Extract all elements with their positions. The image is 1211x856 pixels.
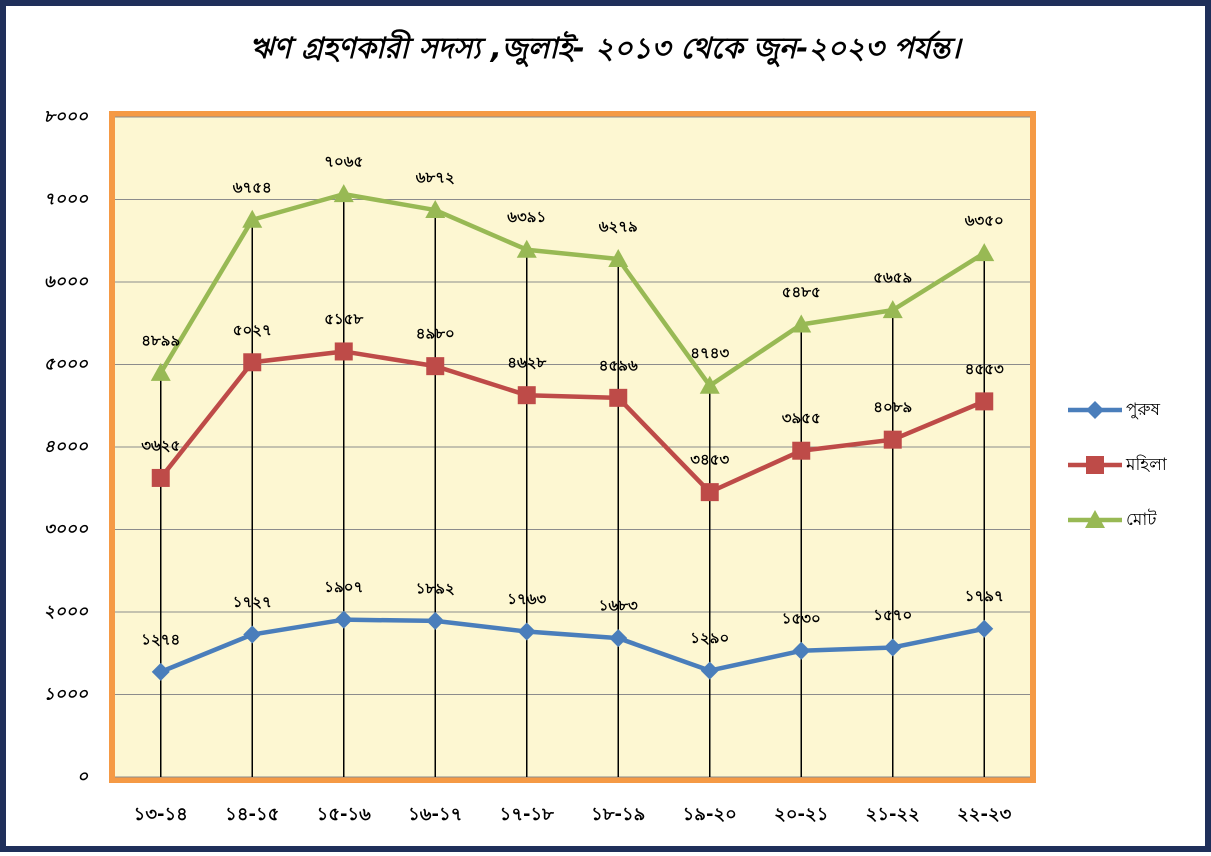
x-tick-label: ১৬-১৭ [408, 804, 462, 825]
point [882, 300, 903, 319]
data-label: ৪৫৯৬ [599, 356, 638, 374]
point [151, 468, 170, 487]
point [150, 362, 171, 381]
data-label: ১৬৮৩ [599, 597, 638, 615]
data-label: ৫৪৮৫ [782, 283, 821, 301]
x-tick-label: ১৮-১৯ [591, 804, 645, 825]
data-label: ১৭২৭ [233, 593, 272, 611]
y-tick-label: ০ [77, 767, 89, 787]
point [792, 441, 811, 460]
data-label: ৬৭৫৪ [233, 178, 272, 196]
legend-marker [1086, 401, 1104, 419]
y-tick-label: ৪০০০ [44, 437, 89, 457]
point [700, 483, 719, 502]
y-tick-label: ৩০০০ [44, 520, 89, 540]
x-tick-label: ২০-২১ [774, 804, 828, 825]
series-line [159, 617, 985, 674]
chart-title: ঋণ গ্রহণকারী সদস্য ,জুলাই- ২০১৩ থেকে জুন… [249, 29, 963, 67]
data-label: ৬৩৫০ [965, 212, 1004, 230]
data-label: ১৫৩০ [782, 609, 821, 627]
data-label: ৪৫৫৩ [965, 360, 1004, 378]
data-label: ৪৭৪৩ [690, 344, 729, 362]
point [426, 357, 445, 376]
legend-marker [1085, 510, 1105, 528]
legend-marker [1086, 456, 1104, 474]
point [792, 641, 811, 660]
x-tick-label: ১৫-১৬ [317, 804, 372, 825]
point [516, 239, 537, 258]
data-label: ৪৯৮০ [416, 325, 455, 343]
data-label: ৫০২৭ [233, 321, 272, 339]
point [608, 248, 629, 267]
data-label: ৬৮৭২ [416, 169, 455, 187]
point [609, 629, 628, 648]
series-line [158, 349, 986, 495]
x-tick-label: ২২-২৩ [957, 804, 1012, 825]
y-tick-label: ৬০০০ [44, 272, 89, 292]
point [974, 243, 995, 262]
point [700, 661, 719, 680]
data-label: ১৭৯৭ [965, 587, 1004, 605]
y-tick-label: ৭০০০ [44, 190, 89, 210]
data-label: ১৭৬৩ [507, 590, 546, 608]
data-label: ১২৯০ [690, 629, 729, 647]
point [425, 200, 446, 219]
point [883, 430, 902, 449]
point [334, 610, 353, 629]
data-label: ৪০৮৯ [873, 398, 912, 416]
x-tick-label: ১৯-২০ [683, 804, 737, 825]
point [791, 314, 812, 333]
data-label: ৫৬৫৯ [873, 269, 912, 287]
data-label: ৬৩৯১ [507, 208, 546, 226]
series-line [158, 191, 986, 388]
point [609, 388, 628, 407]
y-tick-label: ৮০০০ [44, 107, 89, 127]
point [975, 392, 994, 411]
data-label: ৬২৭৯ [599, 217, 638, 235]
x-tick-label: ১৭-১৮ [500, 804, 555, 825]
point [517, 386, 536, 405]
x-tick-label: ১৩-১৪ [134, 804, 188, 825]
point [151, 662, 170, 681]
point [242, 209, 263, 228]
data-label: ১৫৭০ [873, 606, 912, 624]
data-label: ৪৬২৮ [507, 354, 546, 372]
legend-label: মহিলা [1125, 454, 1168, 475]
data-label: ৩৪৫৩ [690, 451, 729, 469]
y-tick-label: ২০০০ [44, 602, 89, 622]
y-tick-label: ১০০০ [44, 685, 89, 705]
point [426, 611, 445, 630]
point [699, 375, 720, 394]
x-tick-label: ১৪-১৫ [225, 804, 279, 825]
legend-label: পুরুষ [1126, 400, 1161, 420]
legend-label: মোট [1126, 509, 1157, 530]
y-tick-label: ৫০০০ [44, 355, 89, 375]
data-label: ১৯০৭ [324, 578, 363, 596]
data-label: ৩৬২৫ [141, 436, 180, 454]
point [517, 622, 536, 641]
point [883, 638, 902, 657]
point [334, 342, 353, 361]
x-tick-label: ২১-২২ [866, 804, 920, 825]
data-label: ৩৯৫৫ [782, 409, 821, 427]
point [243, 625, 262, 644]
point [975, 619, 994, 638]
data-label: ৫১৫৮ [324, 310, 363, 328]
point [243, 353, 262, 372]
data-label: ১৮৯২ [416, 579, 455, 597]
point [333, 184, 354, 203]
data-label: ৭০৬৫ [324, 153, 363, 171]
data-label: ৪৮৯৯ [141, 331, 180, 349]
data-label: ১২৭৪ [141, 630, 180, 648]
